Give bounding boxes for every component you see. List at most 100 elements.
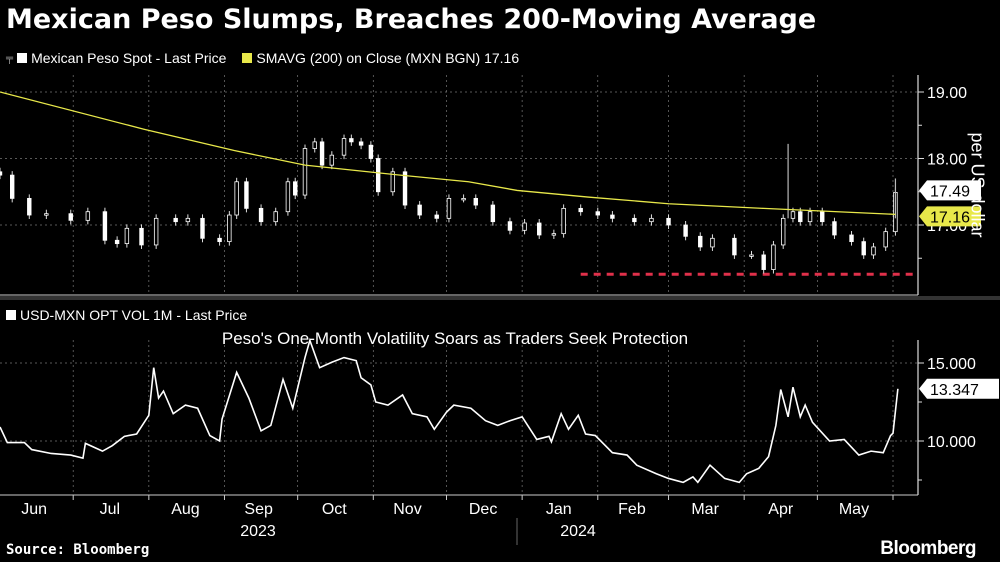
candle-body xyxy=(341,138,347,156)
x-month-label: Sep xyxy=(244,501,273,518)
candle-legend-icon: ╤ xyxy=(6,52,14,64)
candle-body xyxy=(0,171,3,176)
candle-body xyxy=(358,141,364,146)
x-month-label: Oct xyxy=(322,501,347,518)
sma-last-tag: 17.16 xyxy=(919,206,981,227)
candle-body xyxy=(446,197,452,219)
candle-body xyxy=(349,138,354,143)
x-month-label: Mar xyxy=(691,501,719,518)
candle-body xyxy=(561,207,566,235)
candle-body xyxy=(761,254,766,270)
candle-body xyxy=(849,234,854,243)
x-month-label: Jun xyxy=(21,501,47,518)
candle-body xyxy=(522,222,527,231)
candle-body xyxy=(610,214,615,219)
x-month-label: Feb xyxy=(618,501,646,518)
x-month-label: Aug xyxy=(171,501,199,518)
candle-body xyxy=(139,227,144,246)
vol-last-tag-bg xyxy=(919,378,999,399)
x-month-label: Dec xyxy=(469,501,497,518)
candle-body xyxy=(490,204,496,223)
price-last-tag-bg xyxy=(919,180,981,201)
candle-body xyxy=(185,217,191,223)
candle-body xyxy=(390,171,396,193)
candle-body xyxy=(871,246,876,256)
candle-body xyxy=(473,197,478,206)
price-last-tag: 17.49 xyxy=(919,180,981,201)
candle-body xyxy=(9,174,15,199)
candle-body xyxy=(85,211,91,221)
candle-body xyxy=(227,214,232,243)
candle-body xyxy=(710,237,715,248)
y-tick-label: 18.00 xyxy=(927,152,967,169)
candle-body xyxy=(632,217,637,223)
candle-body xyxy=(402,171,408,206)
bottom-legend: USD-MXN OPT VOL 1M - Last Price xyxy=(6,307,247,323)
candle-body xyxy=(507,221,513,231)
x-month-label: Jul xyxy=(100,501,120,518)
candle-body xyxy=(883,231,888,248)
x-month-label: Nov xyxy=(393,501,421,518)
candle-body xyxy=(153,217,159,246)
candle-body xyxy=(200,217,205,239)
candle-body xyxy=(832,221,837,236)
candle-body xyxy=(114,239,120,245)
y-tick-label: 15.000 xyxy=(927,356,976,373)
vol-last-tag: 13.347 xyxy=(919,378,999,399)
candle-body xyxy=(302,148,308,196)
legend-vol: USD-MXN OPT VOL 1M - Last Price xyxy=(20,307,248,323)
candle-body xyxy=(781,217,786,246)
candle-body xyxy=(375,158,381,193)
candle-body xyxy=(807,211,813,223)
sma-last-tag-bg xyxy=(919,206,981,227)
x-year-label: 2024 xyxy=(560,523,596,540)
candle-body xyxy=(683,224,688,237)
candle-body xyxy=(319,141,325,166)
candle-body xyxy=(434,214,439,219)
candle-body xyxy=(417,204,422,216)
candle-body xyxy=(234,181,239,216)
candle-body xyxy=(698,235,703,248)
vol-subtitle: Peso's One-Month Volatility Soars as Tra… xyxy=(221,329,689,348)
panel-divider xyxy=(0,296,1000,300)
candle-body xyxy=(749,254,754,257)
candle-body xyxy=(173,217,178,223)
legend-sma: SMAVG (200) on Close (MXN BGN) 17.16 xyxy=(256,50,520,66)
candle-body xyxy=(293,181,298,196)
price-last-tag-text: 17.49 xyxy=(930,183,970,200)
bloomberg-logo: Bloomberg xyxy=(880,538,976,559)
price-swatch xyxy=(17,53,28,63)
sma-last-tag-text: 17.16 xyxy=(930,209,970,226)
x-month-label: May xyxy=(839,501,869,518)
candle-body xyxy=(551,233,557,236)
source-note: Source: Bloomberg xyxy=(6,542,150,558)
candle-body xyxy=(217,237,222,243)
candle-body xyxy=(861,241,866,256)
vol-last-tag-text: 13.347 xyxy=(930,382,979,399)
top-legend: ╤ Mexican Peso Spot - Last Price SMAVG (… xyxy=(6,50,519,66)
candle-body xyxy=(461,197,466,201)
candle-body xyxy=(273,211,278,223)
x-year-label: 2023 xyxy=(240,523,276,540)
y-tick-label: 10.000 xyxy=(927,434,976,451)
candle-body xyxy=(790,211,796,219)
candle-body xyxy=(285,181,291,213)
y-tick-label: 19.00 xyxy=(927,85,967,102)
candle-body xyxy=(329,154,335,166)
candle-body xyxy=(820,211,825,223)
candle-body xyxy=(68,213,73,221)
candle-body xyxy=(595,211,600,216)
candle-body xyxy=(537,222,542,236)
candle-body xyxy=(244,181,249,209)
candle-body xyxy=(732,237,737,256)
candle-body xyxy=(258,207,264,223)
sma-line xyxy=(0,91,896,216)
candle-body xyxy=(368,144,374,159)
vol-swatch xyxy=(6,310,16,320)
x-month-label: Jan xyxy=(546,501,572,518)
candle-body xyxy=(649,217,654,223)
x-month-label: Apr xyxy=(768,501,794,518)
chart-title: Mexican Peso Slumps, Breaches 200-Moving… xyxy=(6,4,817,35)
candle-body xyxy=(102,211,108,241)
